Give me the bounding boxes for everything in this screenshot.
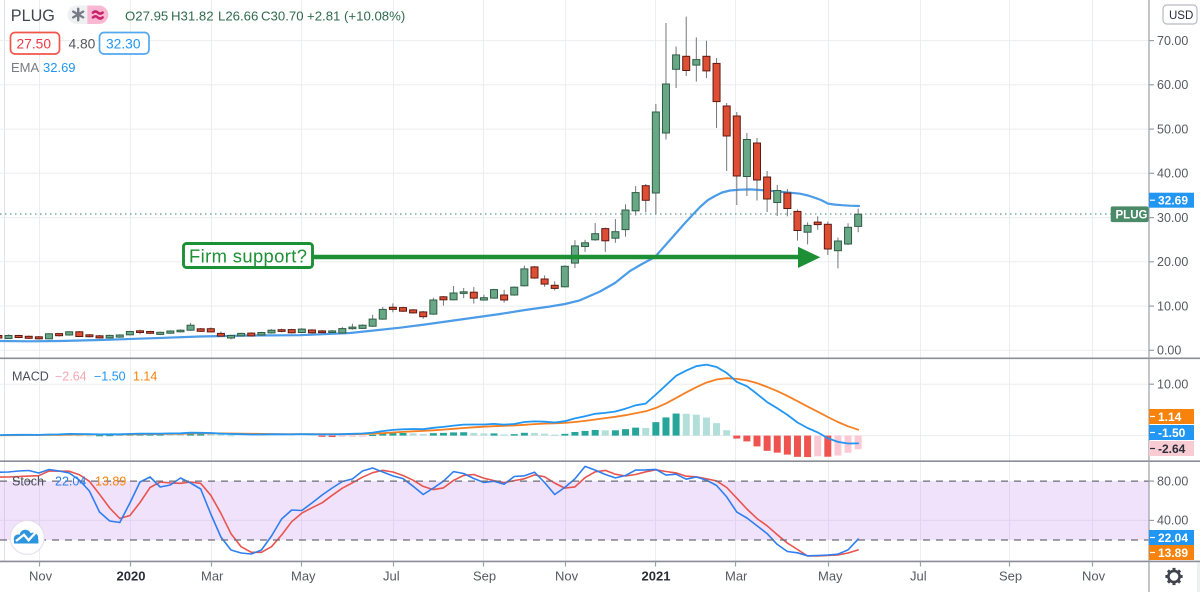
svg-text:50.00: 50.00 xyxy=(1157,122,1188,136)
svg-text:2021: 2021 xyxy=(642,569,671,584)
svg-text:4.80: 4.80 xyxy=(69,37,96,52)
svg-text:MACD: MACD xyxy=(12,370,49,384)
svg-text:1.14: 1.14 xyxy=(1158,410,1182,424)
svg-text:L26.66: L26.66 xyxy=(218,9,258,24)
svg-text:27.50: 27.50 xyxy=(17,37,52,52)
svg-text:Stoch: Stoch xyxy=(12,475,44,489)
svg-text:22.04: 22.04 xyxy=(1158,531,1188,545)
svg-text:H31.82: H31.82 xyxy=(171,9,214,24)
svg-text:20.00: 20.00 xyxy=(1157,255,1188,269)
svg-text:10.00: 10.00 xyxy=(1157,377,1188,391)
svg-text:Firm support?: Firm support? xyxy=(189,246,307,267)
svg-text:USD: USD xyxy=(1169,10,1193,22)
svg-text:10.00: 10.00 xyxy=(1157,299,1188,313)
svg-text:32.69: 32.69 xyxy=(1158,194,1188,208)
svg-text:-1.50: -1.50 xyxy=(1158,426,1186,440)
svg-text:EMA: EMA xyxy=(11,60,40,75)
svg-text:Jul: Jul xyxy=(383,569,400,584)
svg-text:0.00: 0.00 xyxy=(1157,344,1181,358)
svg-text:40.00: 40.00 xyxy=(1157,514,1188,528)
svg-text:O27.95: O27.95 xyxy=(125,9,168,24)
svg-text:Sep: Sep xyxy=(473,569,496,584)
svg-text:Sep: Sep xyxy=(999,569,1022,584)
svg-text:PLUG: PLUG xyxy=(11,7,55,25)
svg-text:1.14: 1.14 xyxy=(133,370,157,384)
svg-text:Nov: Nov xyxy=(555,569,579,584)
svg-text:May: May xyxy=(818,569,843,584)
svg-text:60.00: 60.00 xyxy=(1157,78,1188,92)
svg-text:70.00: 70.00 xyxy=(1157,34,1188,48)
svg-text:13.89: 13.89 xyxy=(1158,546,1188,560)
svg-text:PLUG: PLUG xyxy=(1116,209,1148,221)
svg-text:Nov: Nov xyxy=(29,569,53,584)
svg-text:Jul: Jul xyxy=(910,569,927,584)
svg-text:80.00: 80.00 xyxy=(1157,474,1188,488)
svg-text:13.89: 13.89 xyxy=(95,475,126,489)
svg-text:32.30: 32.30 xyxy=(106,37,141,52)
svg-text:May: May xyxy=(291,569,316,584)
svg-text:Nov: Nov xyxy=(1082,569,1106,584)
svg-text:−1.50: −1.50 xyxy=(94,370,126,384)
svg-text:32.69: 32.69 xyxy=(43,60,76,75)
svg-text:2020: 2020 xyxy=(117,569,146,584)
svg-text:30.00: 30.00 xyxy=(1157,211,1188,225)
svg-text:Mar: Mar xyxy=(725,569,748,584)
svg-text:−2.64: −2.64 xyxy=(55,370,87,384)
svg-text:Mar: Mar xyxy=(201,569,224,584)
svg-text:+2.81 (+10.08%): +2.81 (+10.08%) xyxy=(307,9,405,24)
svg-text:40.00: 40.00 xyxy=(1157,167,1188,181)
svg-text:C30.70: C30.70 xyxy=(261,9,304,24)
svg-text:-2.64: -2.64 xyxy=(1158,442,1186,456)
svg-text:22.04: 22.04 xyxy=(55,475,86,489)
